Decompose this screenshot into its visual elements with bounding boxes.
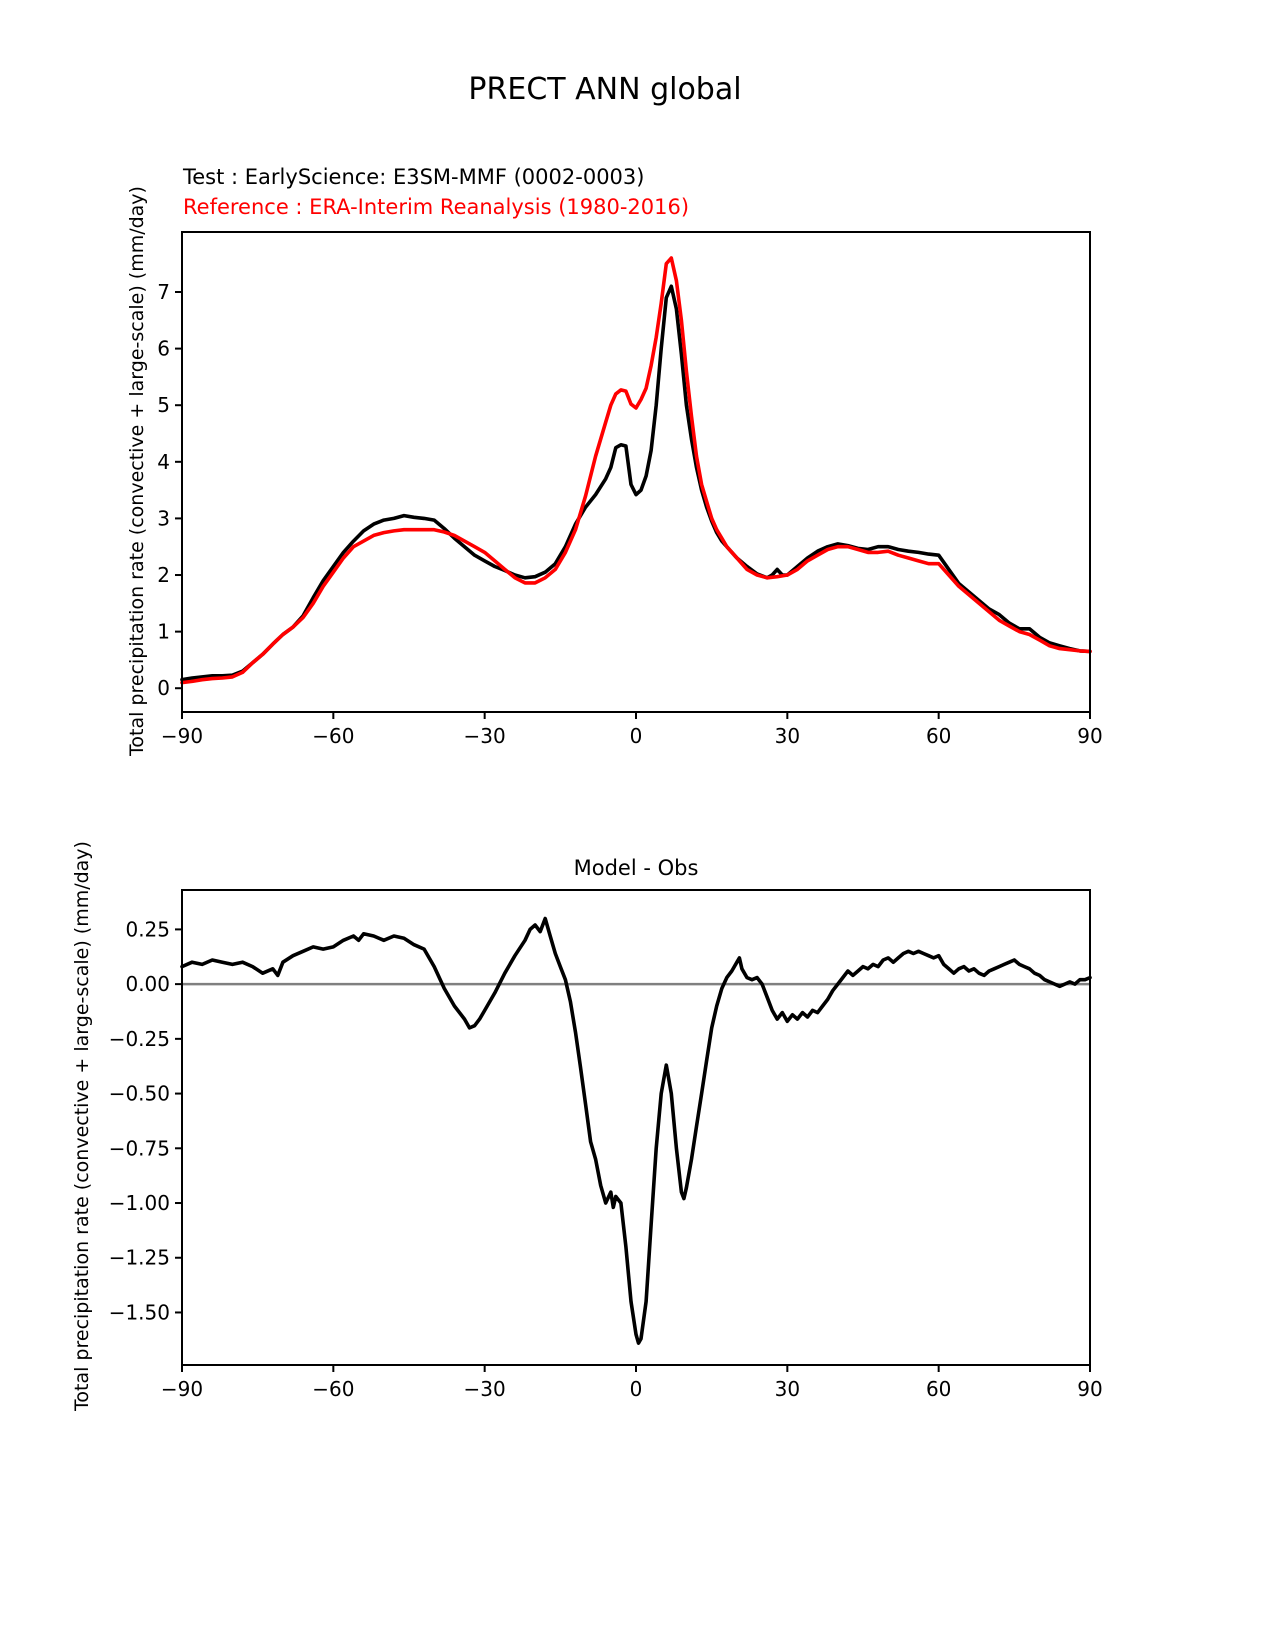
panel2-difference-plot: −90 −60 −30 0 30 60 90 0.25 0.00 −0.25 −0.50 −0.75 −… xyxy=(109,889,1103,1401)
y-tick-label: 0 xyxy=(157,676,170,700)
figure-title: PRECT ANN global xyxy=(468,72,742,107)
y-tick-label: −0.25 xyxy=(109,1027,170,1051)
axes-frame xyxy=(181,231,1091,713)
y-tick-label: −1.50 xyxy=(109,1300,170,1324)
y-tick-label: 2 xyxy=(157,563,170,587)
panel1-precipitation-plot: −90 −60 −30 0 30 60 90 0 1 2 3 4 5 6 7 xyxy=(157,231,1103,748)
y-tick-label: 0.25 xyxy=(125,917,170,941)
x-tick-label: 90 xyxy=(1077,1377,1102,1401)
y-tick-label: 4 xyxy=(157,450,170,474)
reference-line xyxy=(180,256,1092,685)
legend-reference-label: Reference : ERA-Interim Reanalysis (1980… xyxy=(183,195,690,219)
x-tick-label: 60 xyxy=(926,1377,951,1401)
x-tick-label: 60 xyxy=(926,724,951,748)
y-tick-label: 3 xyxy=(157,506,170,530)
panel2-title: Model - Obs xyxy=(573,856,699,880)
y-tick-label: −0.50 xyxy=(109,1082,170,1106)
x-tick-label: −90 xyxy=(161,724,203,748)
y-tick-label: 6 xyxy=(157,337,170,361)
y-tick-label: −0.75 xyxy=(109,1136,170,1160)
model-minus-obs-line xyxy=(180,916,1092,1345)
y-tick-label: 7 xyxy=(157,280,170,304)
x-tick-label: 30 xyxy=(775,1377,800,1401)
y-tick-label: 1 xyxy=(157,620,170,644)
y-tick-label: −1.00 xyxy=(109,1191,170,1215)
x-tick-label: −60 xyxy=(312,1377,354,1401)
x-tick-label: −90 xyxy=(161,1377,203,1401)
x-tick-label: −30 xyxy=(464,1377,506,1401)
legend-test-label: Test : EarlyScience: E3SM-MMF (0002-0003… xyxy=(183,165,645,189)
x-tick-label: 90 xyxy=(1077,724,1102,748)
y-tick-label: 5 xyxy=(157,393,170,417)
y-tick-label: −1.25 xyxy=(109,1246,170,1270)
x-tick-label: −60 xyxy=(312,724,354,748)
x-tick-label: −30 xyxy=(464,724,506,748)
axes-frame xyxy=(181,889,1091,1366)
x-tick-label: 30 xyxy=(775,724,800,748)
x-tick-label: 0 xyxy=(630,1377,643,1401)
test-line xyxy=(180,284,1092,682)
x-tick-label: 0 xyxy=(630,724,643,748)
y-tick-label: 0.00 xyxy=(125,972,170,996)
